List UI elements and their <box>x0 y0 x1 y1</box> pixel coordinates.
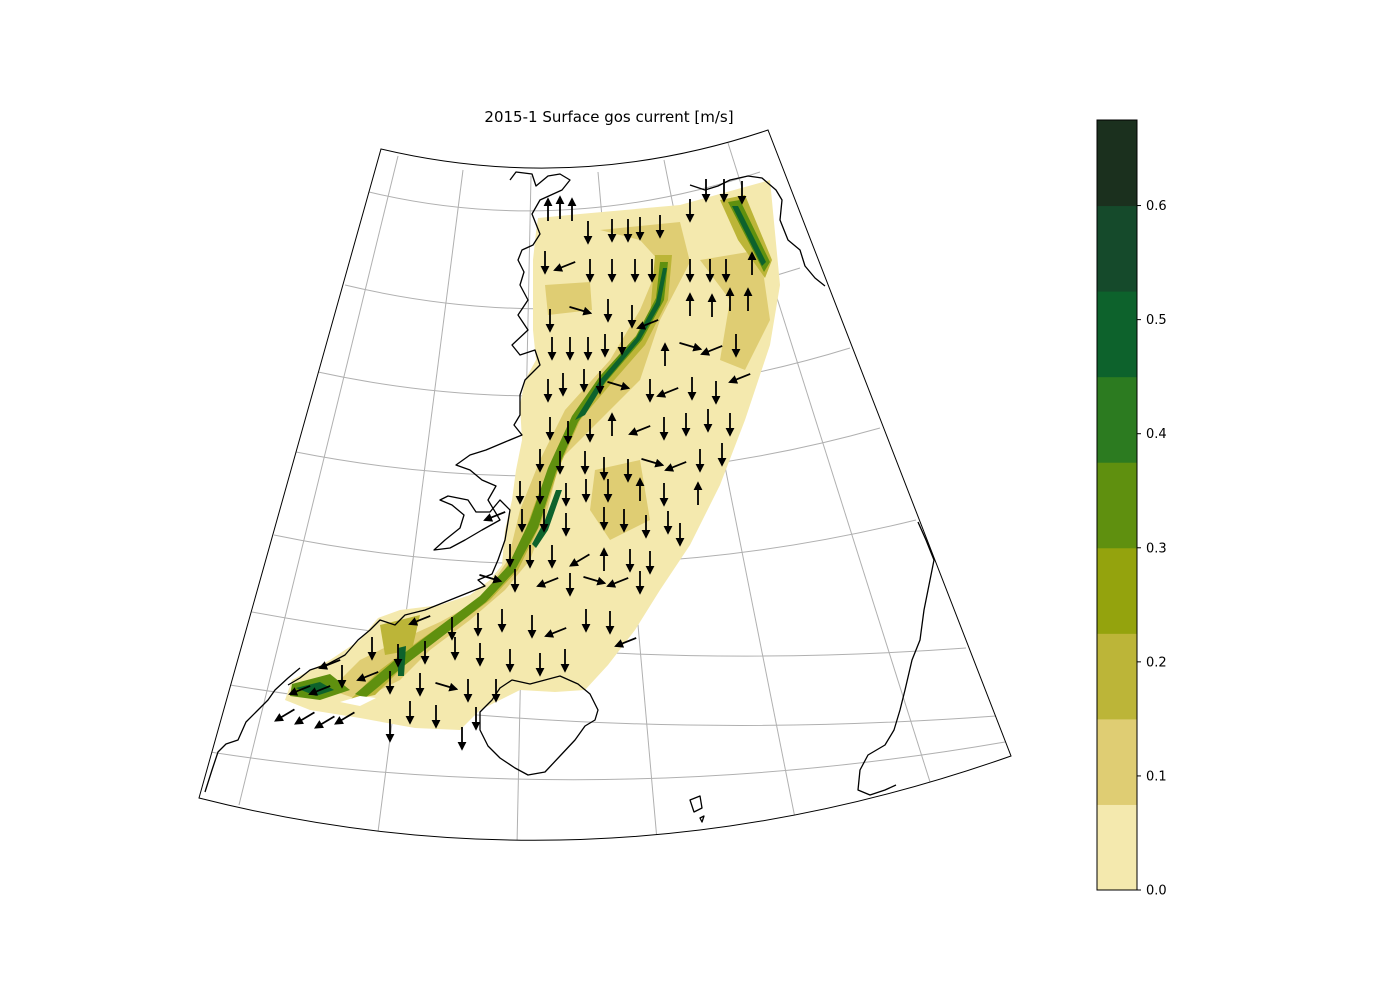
velocity-arrow <box>356 671 379 682</box>
velocity-arrow <box>536 577 559 588</box>
map-panel <box>204 142 1006 841</box>
colorbar-tick-label: 0.5 <box>1146 313 1167 328</box>
velocity-arrow <box>483 511 506 522</box>
colorbar-tick-label: 0.2 <box>1146 655 1167 670</box>
colorbar-swatch <box>1097 462 1137 549</box>
norway-coast <box>857 521 935 796</box>
colorbar: 0.0 0.1 0.2 0.3 0.4 0.5 0.6 <box>1096 119 1167 899</box>
velocity-arrow <box>274 708 295 722</box>
velocity-arrow <box>569 553 590 567</box>
colorbar-tick-label: 0.0 <box>1146 884 1167 899</box>
colorbar-swatch <box>1097 205 1137 292</box>
velocity-arrow <box>628 425 651 436</box>
velocity-arrow <box>294 711 315 725</box>
colorbar-swatch <box>1097 718 1137 805</box>
velocity-arrow <box>544 627 567 638</box>
svalbard-coast <box>689 175 826 287</box>
colorbar-tick-label: 0.4 <box>1146 427 1167 442</box>
velocity-arrow <box>664 461 687 472</box>
colorbar-swatch <box>1097 376 1137 463</box>
velocity-arrow <box>569 305 593 316</box>
greenland-coast <box>287 171 571 686</box>
colorbar-swatch <box>1097 804 1137 891</box>
colorbar-swatch <box>1097 633 1137 720</box>
masked-sliver <box>340 696 376 706</box>
colorbar-tick-label: 0.6 <box>1146 199 1167 214</box>
velocity-arrow <box>700 345 723 356</box>
colorbar-swatch <box>1097 120 1137 207</box>
map-frame <box>198 129 1012 841</box>
velocity-arrow <box>308 685 331 696</box>
velocity-arrow <box>641 457 665 468</box>
colorbar-tick-label: 0.3 <box>1146 541 1167 556</box>
current-speed-field <box>285 180 780 730</box>
velocity-arrow <box>408 615 431 626</box>
velocity-arrow <box>614 637 637 648</box>
iceland-coast <box>479 675 599 776</box>
velocity-arrow <box>607 380 631 391</box>
velocity-arrow <box>636 319 659 330</box>
colorbar-tick-label: 0.1 <box>1146 769 1167 784</box>
velocity-arrow <box>314 715 335 729</box>
velocity-arrows <box>274 179 757 751</box>
velocity-arrow <box>288 685 311 696</box>
velocity-arrow <box>318 659 341 670</box>
velocity-arrow <box>679 341 703 352</box>
velocity-arrow <box>656 387 679 398</box>
velocity-arrow <box>334 711 355 725</box>
colorbar-border <box>1096 119 1138 891</box>
map-title: 2015-1 Surface gos current [m/s] <box>484 108 733 126</box>
velocity-arrow <box>606 577 629 588</box>
velocity-arrow <box>479 573 503 584</box>
colorbar-swatch <box>1097 291 1137 378</box>
coastlines <box>204 171 935 823</box>
velocity-arrow <box>583 575 607 586</box>
baffin-coast <box>204 667 301 793</box>
velocity-arrow <box>553 261 576 272</box>
velocity-arrow <box>435 681 459 692</box>
velocity-arrow <box>728 373 751 384</box>
faroe-coast <box>689 795 705 823</box>
colorbar-swatch <box>1097 547 1137 634</box>
